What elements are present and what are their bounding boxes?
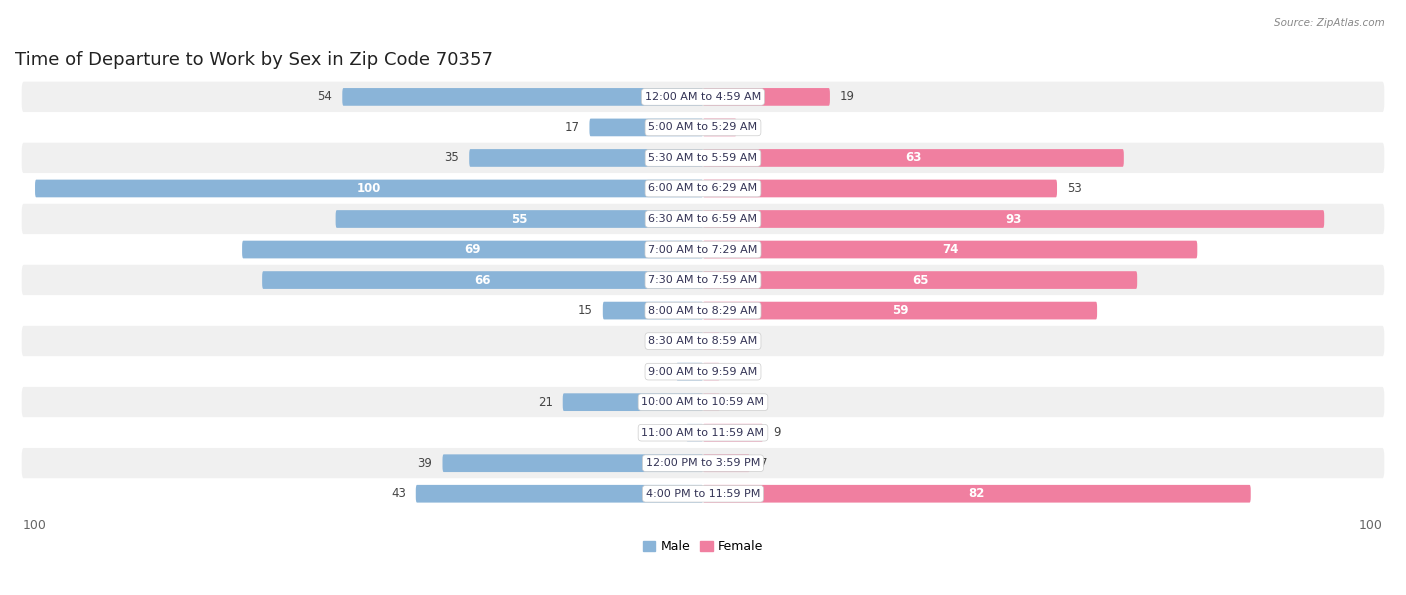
Text: 0: 0 bbox=[730, 334, 737, 347]
Text: 12:00 AM to 4:59 AM: 12:00 AM to 4:59 AM bbox=[645, 92, 761, 102]
FancyBboxPatch shape bbox=[21, 265, 1385, 295]
Text: 6:00 AM to 6:29 AM: 6:00 AM to 6:29 AM bbox=[648, 183, 758, 193]
Text: 8:30 AM to 8:59 AM: 8:30 AM to 8:59 AM bbox=[648, 336, 758, 346]
FancyBboxPatch shape bbox=[703, 455, 749, 472]
FancyBboxPatch shape bbox=[21, 418, 1385, 448]
Text: 6:30 AM to 6:59 AM: 6:30 AM to 6:59 AM bbox=[648, 214, 758, 224]
FancyBboxPatch shape bbox=[703, 241, 1198, 258]
Text: 5: 5 bbox=[747, 121, 754, 134]
Text: 10:00 AM to 10:59 AM: 10:00 AM to 10:59 AM bbox=[641, 397, 765, 407]
FancyBboxPatch shape bbox=[416, 485, 703, 503]
Text: 17: 17 bbox=[564, 121, 579, 134]
Text: 74: 74 bbox=[942, 243, 959, 256]
Text: 4: 4 bbox=[659, 365, 666, 378]
Text: 0: 0 bbox=[669, 426, 676, 439]
FancyBboxPatch shape bbox=[21, 448, 1385, 478]
FancyBboxPatch shape bbox=[470, 149, 703, 167]
Text: Source: ZipAtlas.com: Source: ZipAtlas.com bbox=[1274, 18, 1385, 28]
FancyBboxPatch shape bbox=[603, 302, 703, 320]
Text: 4:00 PM to 11:59 PM: 4:00 PM to 11:59 PM bbox=[645, 488, 761, 499]
Text: 63: 63 bbox=[905, 152, 921, 164]
Text: Time of Departure to Work by Sex in Zip Code 70357: Time of Departure to Work by Sex in Zip … bbox=[15, 51, 494, 68]
FancyBboxPatch shape bbox=[336, 210, 703, 228]
Text: 82: 82 bbox=[969, 487, 986, 500]
Text: 69: 69 bbox=[464, 243, 481, 256]
FancyBboxPatch shape bbox=[21, 356, 1385, 387]
Text: 43: 43 bbox=[391, 487, 406, 500]
FancyBboxPatch shape bbox=[703, 485, 1251, 503]
Text: 39: 39 bbox=[418, 457, 433, 469]
Text: 9: 9 bbox=[773, 426, 780, 439]
FancyBboxPatch shape bbox=[703, 118, 737, 136]
FancyBboxPatch shape bbox=[21, 387, 1385, 418]
Text: 59: 59 bbox=[891, 304, 908, 317]
Text: 7: 7 bbox=[759, 457, 768, 469]
FancyBboxPatch shape bbox=[21, 203, 1385, 234]
FancyBboxPatch shape bbox=[21, 295, 1385, 326]
FancyBboxPatch shape bbox=[703, 393, 720, 411]
FancyBboxPatch shape bbox=[21, 112, 1385, 143]
Text: 5:00 AM to 5:29 AM: 5:00 AM to 5:29 AM bbox=[648, 123, 758, 133]
Text: 65: 65 bbox=[912, 274, 928, 287]
FancyBboxPatch shape bbox=[589, 118, 703, 136]
Text: 5:30 AM to 5:59 AM: 5:30 AM to 5:59 AM bbox=[648, 153, 758, 163]
FancyBboxPatch shape bbox=[703, 302, 1097, 320]
FancyBboxPatch shape bbox=[262, 271, 703, 289]
FancyBboxPatch shape bbox=[562, 393, 703, 411]
Text: 9:00 AM to 9:59 AM: 9:00 AM to 9:59 AM bbox=[648, 367, 758, 377]
Text: 11:00 AM to 11:59 AM: 11:00 AM to 11:59 AM bbox=[641, 428, 765, 438]
Text: 0: 0 bbox=[730, 365, 737, 378]
Text: 93: 93 bbox=[1005, 212, 1022, 226]
FancyBboxPatch shape bbox=[21, 234, 1385, 265]
FancyBboxPatch shape bbox=[686, 424, 703, 441]
FancyBboxPatch shape bbox=[21, 478, 1385, 509]
FancyBboxPatch shape bbox=[242, 241, 703, 258]
Text: 12:00 PM to 3:59 PM: 12:00 PM to 3:59 PM bbox=[645, 458, 761, 468]
FancyBboxPatch shape bbox=[703, 149, 1123, 167]
FancyBboxPatch shape bbox=[21, 173, 1385, 203]
Text: 100: 100 bbox=[357, 182, 381, 195]
FancyBboxPatch shape bbox=[703, 88, 830, 106]
Text: 7:00 AM to 7:29 AM: 7:00 AM to 7:29 AM bbox=[648, 245, 758, 255]
FancyBboxPatch shape bbox=[35, 180, 703, 198]
FancyBboxPatch shape bbox=[21, 143, 1385, 173]
FancyBboxPatch shape bbox=[342, 88, 703, 106]
FancyBboxPatch shape bbox=[703, 424, 763, 441]
FancyBboxPatch shape bbox=[21, 82, 1385, 112]
Text: 54: 54 bbox=[318, 90, 332, 104]
Text: 55: 55 bbox=[510, 212, 527, 226]
Text: 35: 35 bbox=[444, 152, 460, 164]
Text: 53: 53 bbox=[1067, 182, 1081, 195]
Text: 19: 19 bbox=[839, 90, 855, 104]
FancyBboxPatch shape bbox=[703, 332, 720, 350]
Text: 15: 15 bbox=[578, 304, 593, 317]
Text: 8:00 AM to 8:29 AM: 8:00 AM to 8:29 AM bbox=[648, 306, 758, 315]
FancyBboxPatch shape bbox=[686, 332, 703, 350]
Text: 0: 0 bbox=[730, 396, 737, 409]
FancyBboxPatch shape bbox=[703, 271, 1137, 289]
FancyBboxPatch shape bbox=[21, 326, 1385, 356]
Text: 21: 21 bbox=[537, 396, 553, 409]
Text: 7:30 AM to 7:59 AM: 7:30 AM to 7:59 AM bbox=[648, 275, 758, 285]
FancyBboxPatch shape bbox=[676, 363, 703, 380]
FancyBboxPatch shape bbox=[443, 455, 703, 472]
Text: 0: 0 bbox=[669, 334, 676, 347]
FancyBboxPatch shape bbox=[703, 180, 1057, 198]
Legend: Male, Female: Male, Female bbox=[643, 540, 763, 553]
Text: 66: 66 bbox=[474, 274, 491, 287]
FancyBboxPatch shape bbox=[703, 210, 1324, 228]
FancyBboxPatch shape bbox=[703, 363, 720, 380]
